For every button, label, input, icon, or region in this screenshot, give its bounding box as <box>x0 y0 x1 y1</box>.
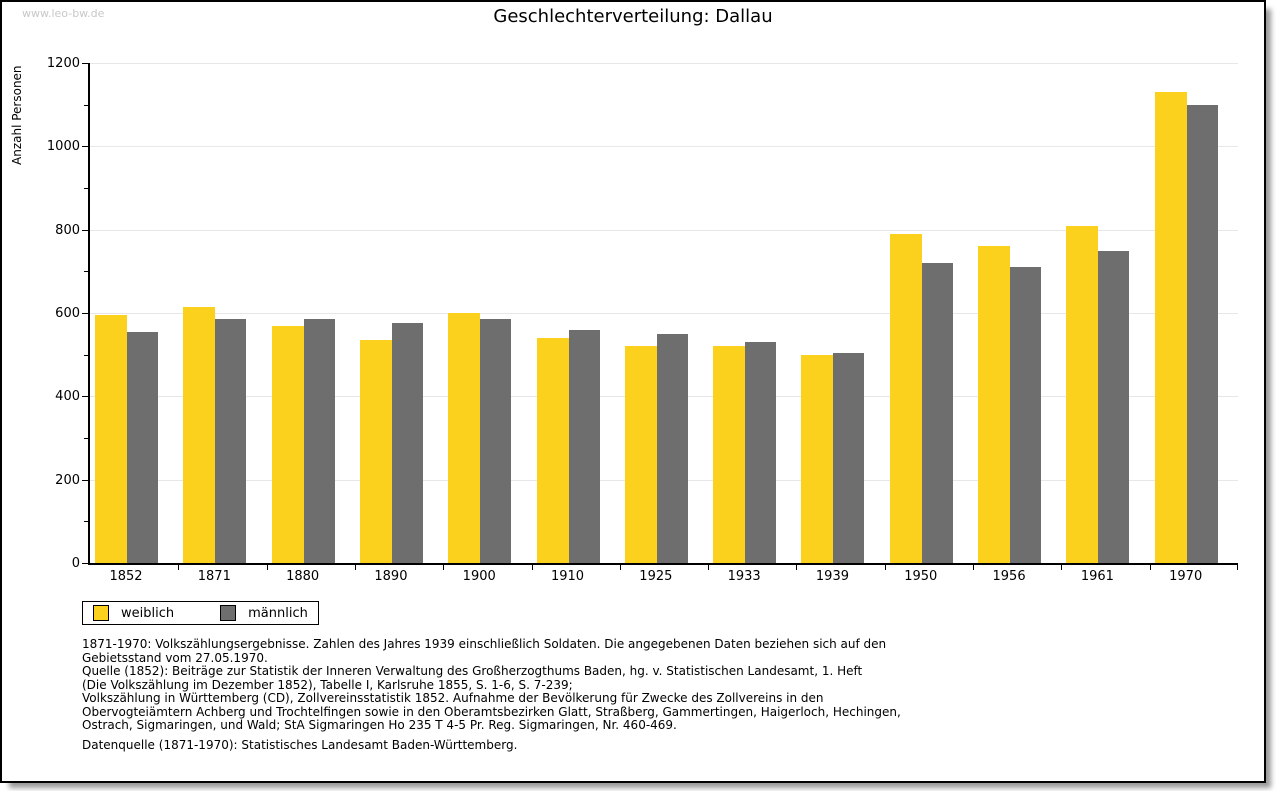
y-tick-1200 <box>82 63 88 64</box>
y-tick-label-1200: 1200 <box>46 56 80 71</box>
bar-männlich-1939 <box>833 352 865 563</box>
bar-männlich-1933 <box>745 342 777 563</box>
x-category-label-1933: 1933 <box>727 569 761 584</box>
x-axis-line <box>88 563 1238 565</box>
plot-area: 0 200 400 600 800 1000 1200 1852 1871 1880 1890 190… <box>47 57 1238 584</box>
x-category-label-1961: 1961 <box>1080 569 1114 584</box>
footnote-line-1: 1871-1970: Volkszählungsergebnisse. Zahl… <box>82 637 887 651</box>
bar-männlich-1950 <box>921 263 953 563</box>
bar-männlich-1956 <box>1010 267 1042 563</box>
y-tick-0 <box>82 563 88 564</box>
footnote-block: 1871-1970: Volkszählungsergebnisse. Zahl… <box>82 637 902 733</box>
x-tick-6 <box>619 565 621 570</box>
bar-weiblich-1852 <box>95 315 127 563</box>
y-minor-tick-100 <box>84 521 88 523</box>
x-tick-11 <box>1061 565 1063 570</box>
legend-label-weiblich: weiblich <box>121 605 175 621</box>
bar-weiblich-1910 <box>536 338 569 563</box>
bar-weiblich-1956 <box>978 246 1011 563</box>
legend-label-maennlich: männlich <box>248 605 308 621</box>
bar-weiblich-1880 <box>271 325 304 563</box>
x-tick-5 <box>531 565 533 570</box>
x-category-label-1925: 1925 <box>639 569 673 584</box>
footnote-line-6: Obervogteiämtern Achberg und Trochtelfin… <box>82 704 901 719</box>
legend-box: weiblich männlich <box>82 601 319 625</box>
x-category-label-1970: 1970 <box>1169 569 1203 584</box>
y-tick-label-200: 200 <box>55 472 80 488</box>
x-tick-3 <box>354 565 356 570</box>
y-tick-label-600: 600 <box>55 306 80 321</box>
bar-weiblich-1939 <box>801 354 834 563</box>
legend-swatch-maennlich <box>220 605 237 621</box>
bar-weiblich-1970 <box>1154 92 1187 563</box>
x-tick-7 <box>708 565 710 570</box>
bar-männlich-1970 <box>1186 104 1218 563</box>
chart-title: Geschlechterverteilung: Dallau <box>493 6 773 27</box>
x-category-label-1900: 1900 <box>462 569 496 584</box>
y-tick-600 <box>82 313 88 314</box>
bar-weiblich-1961 <box>1066 225 1099 563</box>
bar-weiblich-1933 <box>713 346 746 563</box>
bar-männlich-1852 <box>127 331 158 563</box>
x-category-label-1950: 1950 <box>904 569 938 584</box>
legend-item-weiblich: weiblich <box>93 605 174 621</box>
watermark-text: www.leo-bw.de <box>22 7 105 20</box>
footnote-line-5: Volkszählung in Württemberg (CD), Zollve… <box>82 691 824 705</box>
x-category-label-1871: 1871 <box>197 569 231 584</box>
bar-weiblich-1890 <box>359 340 392 563</box>
footnote-line-2: Gebietsstand vom 27.05.1970. <box>82 650 268 665</box>
x-tick-end <box>1237 565 1238 570</box>
gridline-1000 <box>90 146 1238 148</box>
x-category-label-1880: 1880 <box>286 569 320 584</box>
y-minor-tick-300 <box>84 438 88 439</box>
datasource-line: Datenquelle (1871-1970): Statistisches L… <box>82 738 518 752</box>
footnote-line-4: (Die Volkszählung im Dezember 1852), Tab… <box>82 677 573 692</box>
y-minor-tick-1100 <box>84 104 88 106</box>
x-category-label-1956: 1956 <box>992 569 1026 584</box>
bar-männlich-1890 <box>391 323 423 563</box>
legend-swatch-weiblich <box>93 605 109 621</box>
y-tick-label-800: 800 <box>55 222 80 238</box>
bar-männlich-1880 <box>303 319 335 563</box>
x-tick-1 <box>178 565 180 570</box>
bar-männlich-1910 <box>568 329 600 563</box>
footnote-line-7: Ostrach, Sigmaringen, und Wald; StA Sigm… <box>82 718 677 732</box>
y-tick-label-0: 0 <box>71 556 80 571</box>
y-tick-1000 <box>82 146 88 148</box>
x-category-label-1910: 1910 <box>550 569 585 584</box>
x-category-label-1890: 1890 <box>374 569 408 584</box>
footnote-line-3: Quelle (1852): Beiträge zur Statistik de… <box>82 664 863 678</box>
x-tick-9 <box>884 565 886 570</box>
gridline-800 <box>90 229 1238 231</box>
bar-weiblich-1950 <box>889 233 922 563</box>
bar-männlich-1925 <box>656 333 688 563</box>
x-tick-8 <box>796 565 798 570</box>
bar-weiblich-1900 <box>448 313 481 563</box>
bar-männlich-1871 <box>215 319 247 563</box>
x-category-label-1939: 1939 <box>815 569 849 584</box>
x-tick-10 <box>973 565 975 570</box>
y-axis-line <box>88 63 90 565</box>
bar-weiblich-1925 <box>624 346 657 563</box>
bar-männlich-1900 <box>480 319 512 563</box>
y-minor-tick-700 <box>84 271 88 273</box>
x-tick-4 <box>443 565 445 570</box>
y-minor-tick-900 <box>84 188 88 189</box>
bar-weiblich-1871 <box>183 306 216 563</box>
y-tick-800 <box>82 229 88 231</box>
bar-männlich-1961 <box>1098 250 1130 563</box>
y-tick-label-400: 400 <box>55 389 80 405</box>
legend-item-maennlich: männlich <box>220 605 308 621</box>
x-tick-12 <box>1149 565 1151 570</box>
y-tick-label-1000: 1000 <box>46 139 80 155</box>
x-tick-2 <box>266 565 268 570</box>
y-minor-tick-500 <box>84 354 88 356</box>
x-category-label-1852: 1852 <box>109 569 143 584</box>
gridline-1200 <box>90 63 1238 64</box>
y-tick-200 <box>82 479 88 481</box>
y-tick-400 <box>82 396 88 398</box>
gridline-600 <box>90 313 1238 314</box>
chart-frame: www.leo-bw.de Geschlechterverteilung: Da… <box>0 0 1266 783</box>
